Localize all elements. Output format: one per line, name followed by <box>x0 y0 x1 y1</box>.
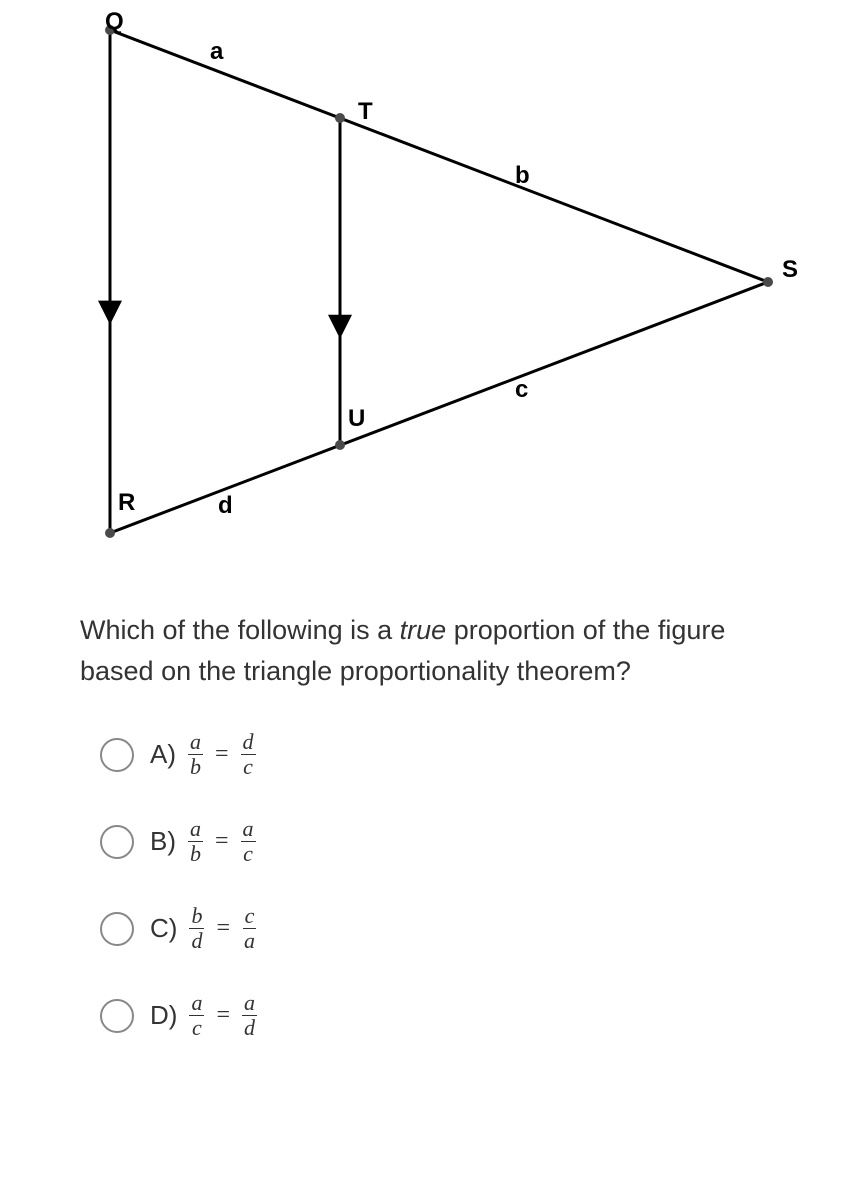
radio-icon <box>100 999 134 1033</box>
radio-icon <box>100 912 134 946</box>
side-label-c: c <box>515 376 528 404</box>
options-group: A) ab = dc B) ab = ac C) bd = ca <box>100 731 784 1039</box>
side-label-b: b <box>515 162 530 190</box>
fraction: ad <box>242 992 257 1039</box>
question-prefix: Which of the following is a <box>80 615 400 645</box>
numerator: a <box>188 818 203 842</box>
option-b[interactable]: B) ab = ac <box>100 818 784 865</box>
denominator: c <box>241 842 255 865</box>
denominator: d <box>242 1016 257 1039</box>
denominator: b <box>188 755 203 778</box>
vertex-label-s: S <box>782 256 798 284</box>
numerator: b <box>189 905 204 929</box>
option-letter: B) <box>150 826 176 857</box>
denominator: a <box>242 929 257 952</box>
option-d-label: D) ac = ad <box>150 992 261 1039</box>
numerator: a <box>188 731 203 755</box>
denominator: d <box>189 929 204 952</box>
radio-icon <box>100 738 134 772</box>
numerator: a <box>242 992 257 1016</box>
vertex-label-t: T <box>358 98 373 126</box>
numerator: c <box>243 905 257 929</box>
option-letter: A) <box>150 739 176 770</box>
option-letter: C) <box>150 913 177 944</box>
question-emphasis: true <box>400 615 447 645</box>
denominator: c <box>241 755 255 778</box>
side-label-d: d <box>218 492 233 520</box>
equals-sign: = <box>215 741 229 768</box>
denominator: b <box>188 842 203 865</box>
numerator: d <box>241 731 256 755</box>
option-a-label: A) ab = dc <box>150 731 260 778</box>
option-c[interactable]: C) bd = ca <box>100 905 784 952</box>
option-b-label: B) ab = ac <box>150 818 260 865</box>
denominator: c <box>190 1016 204 1039</box>
fraction: dc <box>241 731 256 778</box>
fraction: ac <box>241 818 256 865</box>
option-letter: D) <box>150 1000 177 1031</box>
option-a[interactable]: A) ab = dc <box>100 731 784 778</box>
option-c-label: C) bd = ca <box>150 905 261 952</box>
fraction: bd <box>189 905 204 952</box>
equals-sign: = <box>215 828 229 855</box>
equals-sign: = <box>216 915 230 942</box>
fraction: ac <box>189 992 204 1039</box>
side-label-a: a <box>210 38 223 66</box>
triangle-svg <box>80 0 800 560</box>
fraction: ca <box>242 905 257 952</box>
numerator: a <box>189 992 204 1016</box>
equals-sign: = <box>216 1002 230 1029</box>
fraction: ab <box>188 818 203 865</box>
numerator: a <box>241 818 256 842</box>
vertex-label-q: Q <box>105 8 124 36</box>
question-text: Which of the following is a true proport… <box>80 610 784 691</box>
vertex-label-u: U <box>348 405 365 433</box>
triangle-diagram: Q R S T U a b c d <box>80 0 800 560</box>
radio-icon <box>100 825 134 859</box>
option-d[interactable]: D) ac = ad <box>100 992 784 1039</box>
fraction: ab <box>188 731 203 778</box>
vertex-label-r: R <box>118 489 135 517</box>
